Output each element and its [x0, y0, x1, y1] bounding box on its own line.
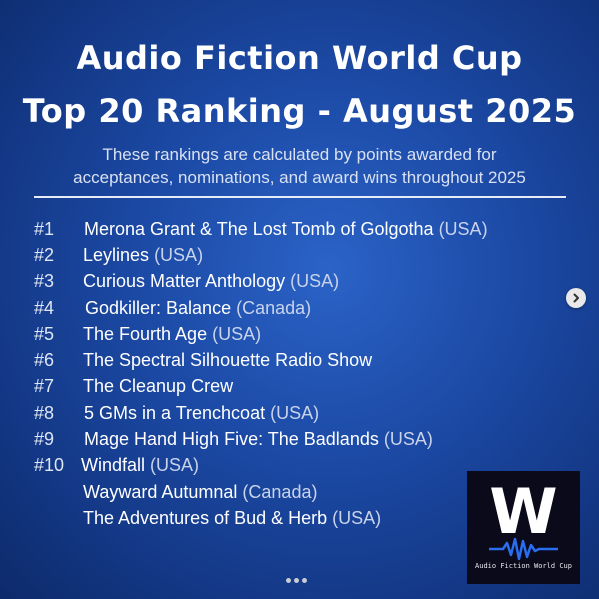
rank-number: #8 [34, 403, 55, 423]
rank-number: #2 [34, 245, 55, 265]
show-country: (USA) [270, 403, 320, 423]
show-title: The Cleanup Crew [83, 376, 234, 396]
ranking-entry: Windfall (USA) [81, 452, 199, 478]
ranking-row: #10 Windfall (USA) [0, 452, 599, 478]
show-title: The Fourth Age [83, 324, 208, 344]
rank-number: #1 [34, 219, 55, 239]
carousel-pagination-dots [286, 578, 307, 584]
show-country: (USA) [383, 429, 433, 449]
ranking-row: The Adventures of Bud & Herb (USA) [0, 505, 599, 531]
ranking-row: #4 Godkiller: Balance (Canada) [0, 295, 599, 321]
ranking-entry: The Fourth Age (USA) [83, 321, 261, 347]
rank-number: #7 [34, 376, 55, 396]
show-country: (Canada) [236, 298, 312, 318]
title-divider [34, 196, 566, 198]
show-title: The Adventures of Bud & Herb [83, 508, 328, 528]
show-title: Wayward Autumnal [83, 482, 238, 502]
ranking-entry: The Adventures of Bud & Herb (USA) [83, 505, 381, 531]
ranking-entry: Leylines (USA) [83, 242, 203, 268]
show-title: Godkiller: Balance [85, 298, 232, 318]
show-title: Windfall [81, 455, 146, 475]
show-country: (USA) [154, 245, 204, 265]
carousel-dot[interactable] [286, 578, 291, 583]
post-subtitle-line-2: acceptances, nominations, and award wins… [73, 168, 526, 187]
rank-number: #3 [34, 271, 55, 291]
show-country: (USA) [332, 508, 382, 528]
ranking-entry: Curious Matter Anthology (USA) [83, 268, 339, 294]
show-title: Mage Hand High Five: The Badlands [84, 429, 379, 449]
rank-number: #4 [34, 298, 55, 318]
show-title: Merona Grant & The Lost Tomb of Golgotha [84, 219, 434, 239]
carousel-dot[interactable] [302, 578, 307, 583]
post-title-line-2: Top 20 Ranking - August 2025 [22, 92, 577, 130]
carousel-next-button[interactable] [566, 288, 586, 308]
ranking-row: #8 5 GMs in a Trenchcoat (USA) [0, 400, 599, 426]
ranking-entry: 5 GMs in a Trenchcoat (USA) [84, 400, 319, 426]
ranking-entry: Wayward Autumnal (Canada) [83, 479, 317, 505]
ranking-entry: The Spectral Silhouette Radio Show [83, 347, 372, 373]
ranking-row: #7 The Cleanup Crew [0, 373, 599, 399]
rank-number: #10 [34, 455, 65, 475]
ranking-entry: The Cleanup Crew [83, 373, 233, 399]
show-title: The Spectral Silhouette Radio Show [83, 350, 373, 370]
audio-fiction-world-cup-logo: W Audio Fiction World Cup [467, 471, 580, 584]
ranking-row: Wayward Autumnal (Canada) [0, 479, 599, 505]
rank-number: #9 [34, 429, 55, 449]
logo-graphic: W [489, 475, 558, 561]
show-country: (USA) [150, 455, 200, 475]
rank-number: #5 [34, 324, 55, 344]
post-subtitle-line-1: These rankings are calculated by points … [102, 145, 497, 164]
ranking-row: #1 Merona Grant & The Lost Tomb of Golgo… [0, 216, 599, 242]
ranking-entry: Godkiller: Balance (Canada) [85, 295, 311, 321]
carousel-dot[interactable] [294, 578, 299, 583]
show-title: Curious Matter Anthology [83, 271, 286, 291]
show-country: (USA) [290, 271, 340, 291]
show-country: (USA) [438, 219, 488, 239]
post-title-line-1: Audio Fiction World Cup [76, 39, 523, 77]
soundwave-icon [489, 537, 558, 561]
ranking-row: #5 The Fourth Age (USA) [0, 321, 599, 347]
rank-number: #6 [34, 350, 55, 370]
ranking-row: #6 The Spectral Silhouette Radio Show [0, 347, 599, 373]
chevron-right-icon [573, 293, 579, 303]
ranking-entry: Merona Grant & The Lost Tomb of Golgotha… [84, 216, 488, 242]
ranking-row: #2 Leylines (USA) [0, 242, 599, 268]
ranking-row: #9 Mage Hand High Five: The Badlands (US… [0, 426, 599, 452]
logo-letter: W [489, 475, 557, 548]
logo-caption: Audio Fiction World Cup [475, 562, 572, 570]
show-country: (USA) [212, 324, 262, 344]
show-title: 5 GMs in a Trenchcoat [84, 403, 266, 423]
ranking-row: #3 Curious Matter Anthology (USA) [0, 268, 599, 294]
ranking-entry: Mage Hand High Five: The Badlands (USA) [84, 426, 433, 452]
show-title: Leylines [83, 245, 150, 265]
show-country: (Canada) [242, 482, 318, 502]
